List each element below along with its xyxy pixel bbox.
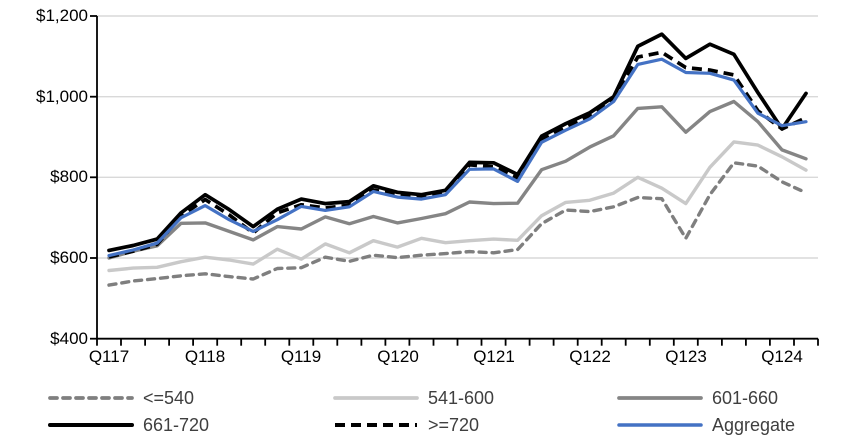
legend-item-aggregate: Aggregate [617, 415, 795, 435]
x-axis-label-q119: Q119 [280, 347, 322, 366]
legend-item-541-600: 541-600 [333, 388, 494, 408]
legend-label: Aggregate [712, 414, 796, 435]
x-axis-label-q120: Q120 [377, 347, 419, 366]
y-axis-label-600: $600 [50, 248, 88, 267]
legend-swatch-ge-720 [335, 423, 417, 427]
legend-item-le-540: <=540 [48, 388, 194, 408]
legend-label: 601-660 [712, 387, 779, 408]
legend-label: 541-600 [428, 387, 495, 408]
y-axis-label-400: $400 [50, 329, 88, 348]
legend-item-661-720: 661-720 [48, 415, 209, 435]
legend-item-601-660: 601-660 [617, 388, 778, 408]
legend-swatch-601-660 [617, 396, 703, 400]
y-axis-label-1200: $1,200 [36, 6, 88, 25]
x-axis-label-q124: Q124 [761, 347, 803, 366]
legend-item-ge-720: >=720 [333, 415, 479, 435]
y-axis-label-1000: $1,000 [36, 87, 88, 106]
x-axis-label-q122: Q122 [569, 347, 611, 366]
x-axis-label-q118: Q118 [184, 347, 226, 366]
legend-swatch-541-600 [333, 396, 419, 400]
legend-label: <=540 [143, 387, 195, 408]
legend-swatch-aggregate [617, 423, 703, 427]
legend-swatch-le-540 [48, 396, 134, 400]
x-axis-label-q123: Q123 [665, 347, 707, 366]
x-axis-label-q121: Q121 [473, 347, 515, 366]
legend-label: 661-720 [143, 414, 210, 435]
x-axis-label-q117: Q117 [88, 347, 130, 366]
legend-label: >=720 [428, 414, 480, 435]
legend-swatch-661-720 [48, 423, 134, 427]
y-axis-label-800: $800 [50, 167, 88, 186]
